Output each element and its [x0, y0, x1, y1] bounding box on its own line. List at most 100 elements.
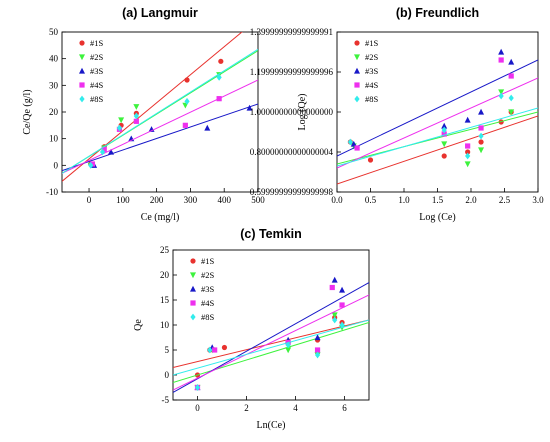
temkin-panel: (c) Temkin Ln(Ce) Qe 0 2 4 6 -5 0 5 10 15 20 25 #1S… [133, 227, 370, 431]
legend-label: #1S [365, 38, 379, 48]
chart-title: (b) Freundlich [396, 6, 479, 20]
y-tick-label: 0.59999999999999998 [250, 187, 334, 197]
legend-item-3s: #3S [190, 284, 215, 294]
data-point [498, 57, 504, 63]
legend-item-1s: #1S [79, 38, 104, 48]
x-tick-label: 6 [342, 403, 347, 413]
legend-label: #4S [365, 80, 379, 90]
legend-marker [79, 95, 85, 103]
chart-title: (a) Langmuir [122, 6, 198, 20]
data-point [508, 109, 515, 116]
data-point [464, 116, 471, 123]
legend-label: #3S [365, 66, 379, 76]
data-point [216, 73, 222, 81]
data-point [285, 341, 291, 349]
legend-label: #1S [90, 38, 104, 48]
data-point [331, 276, 338, 283]
x-tick-label: 2 [244, 403, 249, 413]
data-point [339, 321, 345, 329]
legend-marker [354, 95, 360, 103]
data-point [465, 149, 471, 155]
y-tick-label: -10 [46, 187, 58, 197]
x-axis-label: Ln(Ce) [257, 420, 286, 431]
legend-marker [79, 40, 85, 46]
y-tick-label: 25 [160, 245, 170, 255]
data-point [508, 73, 514, 79]
data-point [101, 146, 107, 152]
data-point [88, 161, 94, 169]
legend-label: #4S [201, 298, 215, 308]
x-tick-label: 2.0 [465, 195, 477, 205]
data-point [441, 141, 448, 148]
fit-line [337, 59, 538, 157]
data-point [133, 118, 139, 124]
data-point [184, 97, 190, 105]
x-axis-label: Log (Ce) [419, 212, 455, 223]
data-point [218, 58, 224, 64]
data-point [89, 161, 96, 167]
data-point [212, 347, 218, 353]
legend-label: #8S [365, 94, 379, 104]
y-tick-label: 0 [54, 160, 59, 170]
fit-line [62, 32, 243, 182]
fit-line [62, 48, 258, 174]
series-3s [173, 276, 369, 393]
legend-item-2s: #2S [190, 270, 215, 280]
fit-line [337, 107, 538, 167]
legend-item-3s: #3S [354, 66, 379, 76]
series-8s [337, 92, 538, 167]
legend-marker [354, 82, 360, 88]
data-point [465, 152, 471, 160]
data-point [194, 384, 201, 391]
data-point [339, 302, 345, 308]
legend-item-8s: #8S [354, 94, 379, 104]
data-point [478, 108, 485, 115]
legend-item-4s: #4S [354, 80, 379, 90]
legend-label: #2S [365, 52, 379, 62]
data-point [354, 145, 360, 151]
x-tick-label: 0 [87, 195, 92, 205]
data-point [314, 347, 321, 353]
data-point [441, 122, 448, 129]
x-tick-label: 100 [116, 195, 130, 205]
data-point [216, 96, 222, 102]
data-point [441, 153, 447, 159]
data-point [184, 77, 190, 83]
data-point [465, 143, 471, 149]
data-point [116, 124, 123, 132]
y-tick-label: 1.39999999999999991 [250, 27, 333, 37]
legend-marker [79, 54, 85, 61]
legend-item-1s: #1S [354, 38, 379, 48]
series-1s [173, 314, 369, 378]
data-point [207, 346, 213, 354]
x-tick-label: 400 [217, 195, 231, 205]
y-tick-label: 15 [160, 295, 170, 305]
y-tick-label: 40 [49, 54, 59, 64]
fit-line [173, 294, 369, 391]
y-axis-label: Qe [133, 319, 144, 331]
legend-marker [190, 300, 196, 306]
data-point [478, 147, 485, 154]
fit-line [173, 322, 369, 383]
legend-marker [354, 54, 360, 61]
legend-item-8s: #8S [79, 94, 104, 104]
x-tick-label: 1.0 [398, 195, 410, 205]
y-tick-label: 30 [49, 80, 59, 90]
series-4s [337, 57, 538, 169]
data-point [133, 112, 139, 120]
legend-item-4s: #4S [190, 298, 215, 308]
series-8s [62, 48, 258, 174]
legend-item-1s: #1S [190, 256, 215, 266]
series-8s [173, 316, 369, 391]
x-tick-label: 300 [184, 195, 198, 205]
fit-line [62, 79, 258, 174]
x-tick-label: 0.0 [331, 195, 343, 205]
fit-line [62, 103, 258, 172]
x-tick-label: 1.5 [432, 195, 444, 205]
x-tick-label: 0.5 [365, 195, 377, 205]
data-point [508, 58, 515, 65]
y-tick-label: 5 [165, 345, 170, 355]
data-point [464, 161, 471, 168]
x-tick-label: 500 [251, 195, 265, 205]
data-point [367, 157, 374, 163]
